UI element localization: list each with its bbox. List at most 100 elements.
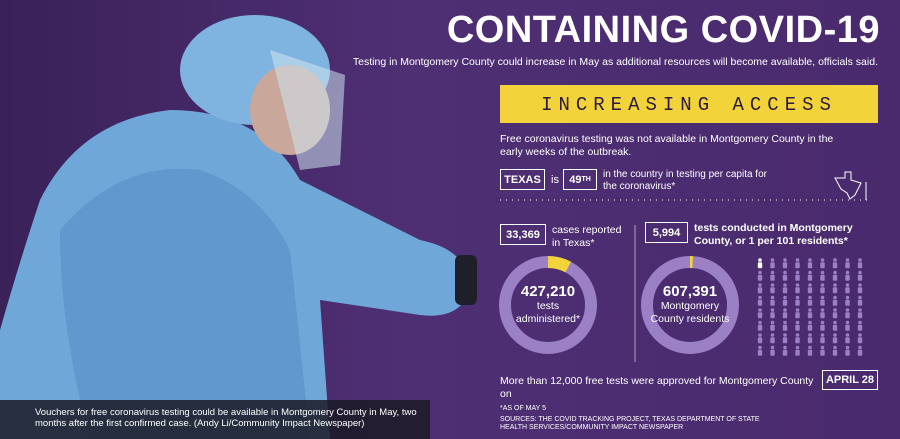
icon-body bbox=[845, 324, 850, 331]
banner: INCREASING ACCESS bbox=[541, 94, 837, 116]
icon-body bbox=[807, 287, 813, 294]
title: CONTAINING COVID-19 bbox=[446, 9, 880, 51]
icon-body bbox=[832, 299, 838, 306]
icon-head bbox=[833, 333, 837, 337]
icon-head bbox=[758, 283, 762, 287]
person-icon bbox=[795, 333, 800, 344]
icon-head bbox=[758, 270, 762, 275]
icon-body bbox=[770, 262, 775, 269]
person-icon bbox=[770, 333, 775, 344]
person-icon bbox=[757, 308, 763, 319]
texas-shape bbox=[834, 171, 862, 200]
icon-head bbox=[758, 258, 762, 262]
caption-bg bbox=[0, 400, 430, 439]
sources: SOURCES: THE COVID TRACKING PROJECT, TEX… bbox=[500, 416, 760, 432]
icon-body bbox=[857, 299, 863, 306]
icon-head bbox=[795, 345, 800, 350]
icon-head bbox=[820, 295, 825, 300]
icon-body bbox=[795, 299, 800, 306]
icon-body bbox=[820, 312, 825, 319]
icon-body bbox=[770, 337, 775, 344]
icon-head bbox=[858, 333, 862, 337]
person-icon bbox=[807, 258, 813, 269]
icon-head bbox=[783, 295, 787, 300]
icon-head bbox=[770, 258, 775, 262]
icon-body bbox=[795, 349, 800, 356]
person-icon bbox=[795, 308, 800, 319]
icon-body bbox=[820, 324, 825, 331]
icon-body bbox=[757, 274, 763, 281]
icon-body bbox=[845, 287, 850, 294]
icon-head bbox=[845, 320, 850, 325]
icon-body bbox=[857, 312, 863, 319]
person-icon bbox=[857, 283, 863, 294]
connector-text: is bbox=[551, 174, 559, 186]
icon-body bbox=[820, 262, 825, 269]
icon-body bbox=[832, 337, 838, 344]
icon-body bbox=[807, 337, 813, 344]
person-icon bbox=[857, 308, 863, 319]
person-icon bbox=[782, 258, 788, 269]
photo-figure bbox=[0, 15, 477, 439]
icon-head bbox=[820, 333, 825, 337]
icon-head bbox=[833, 258, 837, 262]
person-icon bbox=[845, 320, 850, 331]
residents-value: 607,391 bbox=[662, 283, 718, 300]
residents-label: Montgomery County residents bbox=[650, 300, 730, 325]
icon-body bbox=[770, 287, 775, 294]
icon-head bbox=[845, 283, 850, 287]
icon-head bbox=[783, 333, 787, 337]
person-icon bbox=[832, 295, 838, 306]
subtitle: Testing in Montgomery County could incre… bbox=[352, 56, 878, 68]
icon-head bbox=[783, 320, 787, 325]
icon-body bbox=[820, 337, 825, 344]
icon-head bbox=[795, 308, 800, 312]
icon-head bbox=[795, 270, 800, 275]
person-icon bbox=[845, 283, 850, 294]
person-icon bbox=[832, 345, 838, 356]
icon-body bbox=[782, 324, 788, 331]
icon-head bbox=[820, 308, 825, 312]
person-icon bbox=[807, 283, 813, 294]
person-icon bbox=[807, 333, 813, 344]
icon-body bbox=[807, 299, 813, 306]
icon-head bbox=[845, 270, 850, 275]
person-icon bbox=[807, 295, 813, 306]
icon-body bbox=[857, 349, 863, 356]
person-icon bbox=[770, 308, 775, 319]
icon-body bbox=[857, 287, 863, 294]
state-box: TEXAS bbox=[500, 169, 545, 190]
icon-head bbox=[795, 320, 800, 325]
icon-body bbox=[770, 274, 775, 281]
icon-body bbox=[782, 349, 788, 356]
icon-head bbox=[845, 258, 850, 262]
county-tests-box: 5,994 bbox=[645, 222, 688, 243]
icon-body bbox=[845, 349, 850, 356]
icon-body bbox=[857, 274, 863, 281]
person-icon bbox=[857, 345, 863, 356]
icon-body bbox=[820, 274, 825, 281]
icon-body bbox=[757, 324, 763, 331]
person-icon bbox=[845, 258, 850, 269]
icon-head bbox=[858, 308, 862, 312]
person-icon bbox=[857, 320, 863, 331]
person-icon bbox=[807, 270, 813, 281]
icon-body bbox=[807, 312, 813, 319]
icon-head bbox=[808, 308, 812, 312]
icon-body bbox=[832, 312, 838, 319]
approval-text: More than 12,000 free tests were approve… bbox=[500, 375, 814, 400]
icon-body bbox=[820, 299, 825, 306]
person-icon bbox=[820, 320, 825, 331]
icon-body bbox=[857, 262, 863, 269]
icon-head bbox=[783, 308, 787, 312]
person-icon bbox=[832, 283, 838, 294]
icon-head bbox=[845, 308, 850, 312]
icon-head bbox=[795, 283, 800, 287]
icon-head bbox=[820, 320, 825, 325]
person-icon bbox=[807, 320, 813, 331]
person-icon bbox=[770, 320, 775, 331]
person-icon bbox=[795, 345, 800, 356]
icon-body bbox=[757, 312, 763, 319]
person-icon bbox=[832, 320, 838, 331]
rank-suffix: TH bbox=[581, 176, 591, 183]
